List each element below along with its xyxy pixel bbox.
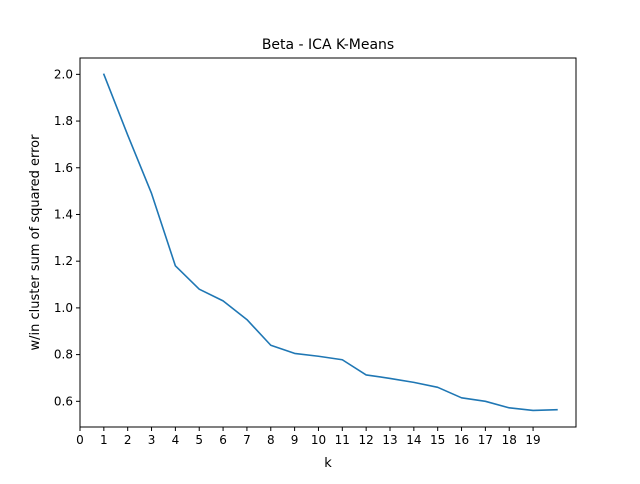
x-tick-label: 6 — [219, 433, 227, 447]
y-tick-label: 1.0 — [54, 301, 73, 315]
x-tick-label: 14 — [406, 433, 421, 447]
x-tick-label: 4 — [172, 433, 180, 447]
x-tick-label: 19 — [525, 433, 540, 447]
x-tick-label: 2 — [124, 433, 132, 447]
y-axis-label: w/in cluster sum of squared error — [28, 134, 43, 351]
x-tick-label: 18 — [502, 433, 517, 447]
y-tick-label: 1.6 — [54, 161, 73, 175]
y-tick-label: 1.8 — [54, 114, 73, 128]
x-tick-label: 17 — [478, 433, 493, 447]
x-tick-label: 15 — [430, 433, 445, 447]
x-tick-label: 5 — [195, 433, 203, 447]
x-tick-label: 7 — [243, 433, 251, 447]
x-tick-label: 8 — [267, 433, 275, 447]
x-tick-label: 9 — [291, 433, 299, 447]
x-tick-label: 1 — [100, 433, 108, 447]
x-tick-label: 10 — [311, 433, 326, 447]
x-tick-label: 0 — [76, 433, 84, 447]
y-tick-label: 0.8 — [54, 348, 73, 362]
x-tick-label: 12 — [359, 433, 374, 447]
x-tick-label: 16 — [454, 433, 469, 447]
x-tick-label: 3 — [148, 433, 156, 447]
y-tick-label: 0.6 — [54, 394, 73, 408]
x-tick-label: 11 — [335, 433, 350, 447]
y-tick-label: 1.4 — [54, 207, 73, 221]
chart-title: Beta - ICA K-Means — [262, 37, 394, 53]
x-tick-label: 13 — [382, 433, 397, 447]
y-tick-label: 2.0 — [54, 67, 73, 81]
x-axis-label: k — [324, 456, 332, 471]
y-tick-label: 1.2 — [54, 254, 73, 268]
